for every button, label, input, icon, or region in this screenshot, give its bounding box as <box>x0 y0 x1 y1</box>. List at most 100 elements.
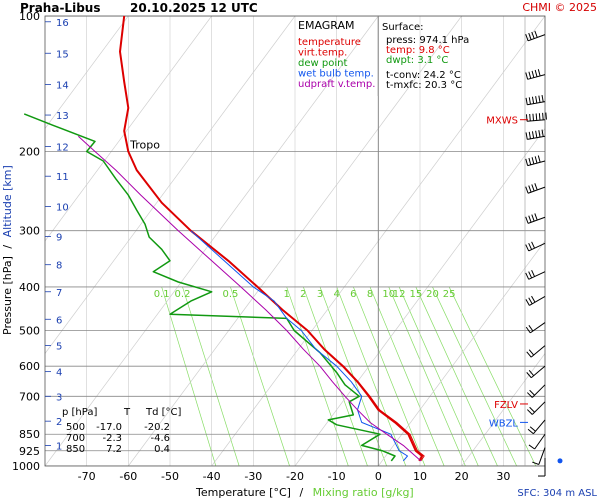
legend-item-label: dew point <box>298 58 347 69</box>
table-header: p [hPa] <box>62 407 97 418</box>
wind-barb-feather <box>538 95 541 103</box>
grid-layer <box>44 15 546 467</box>
mixing-ratio-label: 3 <box>317 289 323 300</box>
wind-barb <box>525 112 547 122</box>
mixing-ratio-line <box>448 286 537 466</box>
wind-barb-feather <box>526 372 532 379</box>
diagram-title: EMAGRAM <box>298 19 355 32</box>
x-tick-label: -10 <box>328 470 346 483</box>
altitude-label: 6 <box>56 315 62 326</box>
wind-barb-feather <box>527 428 534 435</box>
x-tick-label: 20 <box>455 470 469 483</box>
mixing-ratio-line <box>336 286 407 466</box>
table-cell: -20.2 <box>144 422 170 433</box>
wind-barb-feather <box>541 129 544 137</box>
wind-barb-feather <box>526 392 533 398</box>
y-tick-label: 300 <box>19 225 40 238</box>
wind-barb-feather <box>528 369 535 376</box>
mixing-ratio-line <box>303 286 368 466</box>
wind-barb-feather <box>545 112 547 120</box>
wind-barb-feather <box>525 326 531 334</box>
wind-barb-feather <box>532 461 540 465</box>
table-cell: 700 <box>66 433 85 444</box>
mixing-ratio-line <box>415 286 498 466</box>
legend-item-label: wet bulb temp. <box>298 69 374 80</box>
altitude-label: 9 <box>56 232 62 243</box>
wind-barb-feather <box>535 130 538 138</box>
x-tick-label: 10 <box>413 470 427 483</box>
x-tick-label: -50 <box>161 470 179 483</box>
plot-frame <box>44 15 546 467</box>
wind-barb-feather <box>535 113 538 121</box>
surface-line: dwpt: 3.1 °C <box>386 55 448 66</box>
legend-item-label: temperature <box>298 37 361 48</box>
wind-barb-feather <box>531 70 535 78</box>
dry-adiabat-line <box>378 240 545 466</box>
wind-barb-feather <box>538 130 541 138</box>
x-tick-label: -60 <box>119 470 137 483</box>
mixing-ratio-label: 4 <box>333 289 339 300</box>
mixing-ratio-label: 12 <box>393 289 406 300</box>
wind-barb-staff <box>534 433 546 450</box>
wind-barb <box>525 129 546 140</box>
table-cell: 7.2 <box>106 444 122 455</box>
mixing-ratio-label: 2 <box>300 289 306 300</box>
wind-barb-staff <box>531 384 546 398</box>
wind-barb-staff <box>527 119 546 122</box>
wind-barb-feather <box>525 186 529 194</box>
surface-line: temp: 9.8 °C <box>386 45 450 56</box>
wind-barb <box>525 69 546 80</box>
legend-item-label: virt.temp. <box>298 48 347 59</box>
wind-barb-feather <box>535 96 538 104</box>
wind-barb-feather <box>525 132 528 140</box>
wind-barb-feather <box>528 97 531 105</box>
level-label: WBZL <box>489 418 519 429</box>
wind-barb-feather <box>531 96 535 104</box>
mixing-ratio-line <box>230 286 290 466</box>
wind-barb-feather <box>542 112 544 120</box>
table-cell: 0.4 <box>154 444 170 455</box>
wind-barb-feather <box>534 69 538 77</box>
table-header: T <box>123 407 131 418</box>
wind-barb-feather <box>529 406 535 413</box>
wind-barb <box>526 365 546 379</box>
y-tick-label: 700 <box>19 390 40 403</box>
y-tick-label: 500 <box>19 325 40 338</box>
x-tick-label: -20 <box>286 470 304 483</box>
mixing-ratio-line <box>182 286 240 466</box>
wind-barb <box>525 270 546 280</box>
surface-line: t-conv: 24.2 °C <box>386 70 461 81</box>
wind-barb-staff <box>538 447 546 465</box>
wind-barb-staff <box>530 365 546 379</box>
wind-barb-feather <box>531 295 536 303</box>
wind-barb-feather <box>528 185 532 193</box>
wind-barb-feather <box>534 213 538 221</box>
mixing-ratio-line <box>369 286 445 466</box>
wind-barb-feather <box>528 157 532 165</box>
altitude-label: 3 <box>56 392 62 403</box>
altitude-label: 7 <box>56 288 62 299</box>
wind-barb <box>525 322 546 334</box>
wind-barb-feather <box>534 156 538 164</box>
mixing-ratio-line <box>161 286 217 466</box>
dry-adiabat-line <box>45 16 296 355</box>
series-temperature <box>119 15 424 462</box>
surface-elevation: SFC: 304 m ASL <box>517 488 597 499</box>
y-tick-label: 400 <box>19 281 40 294</box>
x-axis-label: Temperature [°C] / Mixing ratio [g/kg] <box>195 486 414 499</box>
wind-barb-staff <box>527 160 546 167</box>
altitude-label: 2 <box>56 417 62 428</box>
wind-barb-feather <box>528 297 533 305</box>
wind-barb-staff <box>527 34 546 42</box>
wind-barb-feather <box>528 215 532 223</box>
mixing-ratio-label: 15 <box>409 289 422 300</box>
wind-barb-feather <box>531 31 535 39</box>
level-label: MXWS <box>486 116 518 127</box>
x-tick-label: 30 <box>496 470 510 483</box>
wind-barb <box>526 345 546 358</box>
altitude-label: 11 <box>56 172 69 183</box>
wind-barb-feather <box>529 426 536 432</box>
wind-barb-feather <box>531 241 536 249</box>
mixing-ratio-line <box>388 286 466 466</box>
